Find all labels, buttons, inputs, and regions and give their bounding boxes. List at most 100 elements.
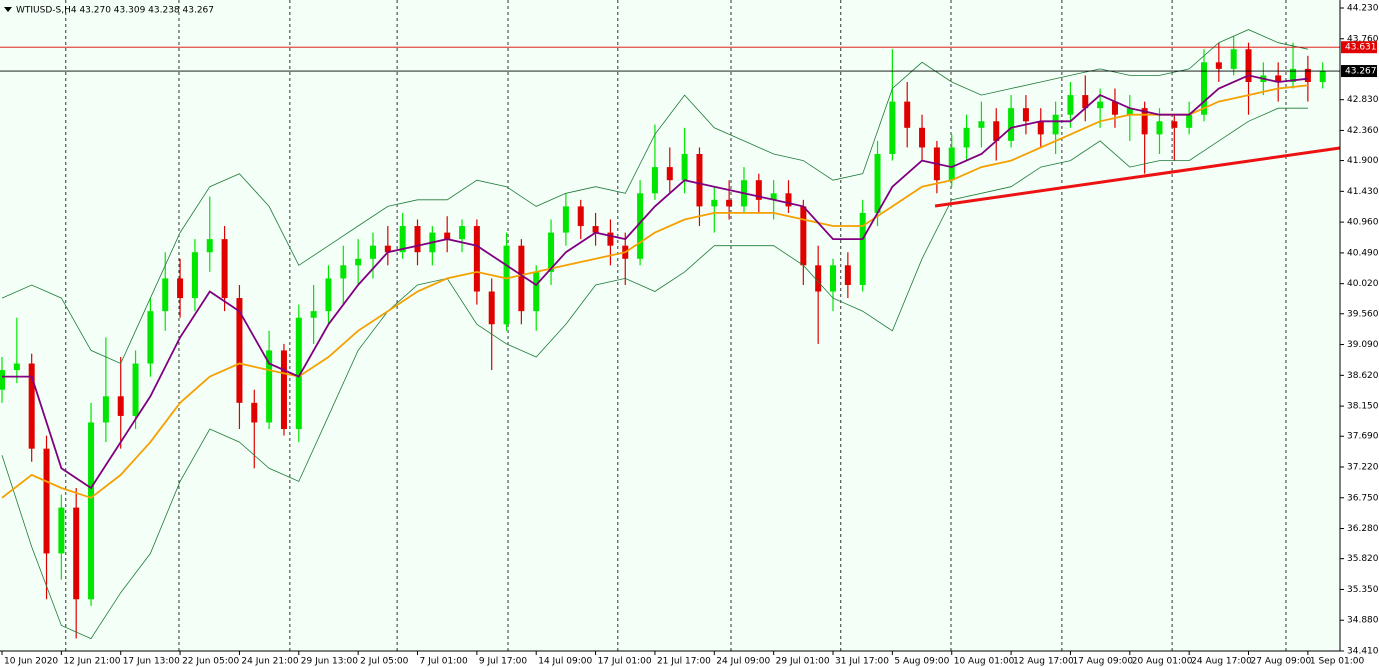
candle-body: [1082, 95, 1089, 109]
candle-body: [859, 212, 866, 285]
y-tick-label: 44.230: [1347, 3, 1379, 13]
y-tick-label: 37.690: [1347, 432, 1379, 442]
candle-body: [681, 154, 688, 181]
candle-body: [518, 245, 525, 312]
candle-body: [117, 396, 124, 416]
indicator-line: [1, 84, 1308, 499]
candle-body: [191, 252, 198, 299]
x-tick-label: 10 Aug 01:00: [954, 657, 1015, 667]
x-tick-label: 24 Jul 09:00: [716, 657, 770, 667]
candle-body: [651, 167, 658, 194]
candle-body: [607, 232, 614, 246]
candle-body: [147, 311, 154, 364]
candle-body: [459, 226, 466, 240]
candle-body: [904, 101, 911, 128]
candle-body: [993, 121, 1000, 141]
axes: 44.230 43.760 42.830 42.360 41.900 41.430 40.9…: [1, 3, 1379, 667]
x-tick-label: 22 Jun 05:00: [182, 657, 239, 667]
candle-body: [1186, 114, 1193, 128]
candle-body: [325, 278, 332, 312]
x-tick-label: 17 Jul 01:00: [598, 657, 652, 667]
candle-body: [280, 350, 287, 430]
candle-body: [1215, 62, 1222, 69]
price-label-box: [1341, 65, 1377, 78]
candle-body: [844, 265, 851, 285]
candle-body: [1067, 95, 1074, 115]
candle-body: [1141, 108, 1148, 135]
y-tick-label: 34.410: [1347, 647, 1379, 657]
trend-line: [934, 146, 1340, 208]
x-tick-label: 21 Jul 17:00: [657, 657, 711, 667]
candle-body: [43, 448, 50, 554]
price-label: 43.631: [1345, 43, 1377, 53]
candle-body: [978, 121, 985, 128]
candle-body: [770, 193, 777, 200]
x-tick-label: 27 Aug 09:00: [1251, 657, 1312, 667]
candle-body: [221, 239, 228, 299]
candle-body: [369, 245, 376, 259]
x-tick-label: 20 Aug 01:00: [1132, 657, 1193, 667]
candle-body: [488, 291, 495, 325]
candle-body: [503, 245, 510, 325]
candle-body: [1052, 114, 1059, 135]
candle-body: [785, 193, 792, 207]
y-tick-label: 40.020: [1347, 279, 1379, 289]
x-tick-label: 5 Aug 09:00: [894, 657, 949, 667]
y-tick-label: 39.090: [1347, 340, 1379, 350]
y-tick-label: 38.150: [1347, 402, 1379, 412]
candle-body: [251, 402, 258, 423]
y-tick-label: 41.430: [1347, 187, 1379, 197]
candle-body: [889, 101, 896, 155]
candle-body: [548, 232, 555, 272]
y-tick-label: 42.360: [1347, 126, 1379, 136]
candle-body: [948, 147, 955, 181]
candle-body: [473, 226, 480, 292]
candle-body: [1290, 68, 1297, 82]
candle-body: [399, 226, 406, 253]
candle-body: [414, 226, 421, 253]
candle-body: [384, 245, 391, 253]
candle-body: [206, 239, 213, 253]
candle-body: [1245, 49, 1252, 82]
candle-body: [1319, 71, 1326, 82]
x-tick-label: 9 Jul 17:00: [479, 657, 528, 667]
candle-body: [963, 127, 970, 148]
x-tick-label: 10 Jun 2020: [4, 657, 58, 667]
candle-body: [295, 317, 302, 430]
menu-triangle: [4, 7, 12, 12]
candle-body: [1097, 101, 1104, 109]
grid: [65, 0, 1287, 651]
candle-body: [592, 226, 599, 233]
candle-body: [444, 232, 451, 240]
chart-title: WTIUSD-S,H4 43.270 43.309 43.238 43.267: [16, 6, 214, 16]
candle-body: [88, 422, 95, 600]
x-tick-label: 7 Jul 01:00: [420, 657, 469, 667]
candle-body: [266, 350, 273, 423]
candle-body: [666, 167, 673, 181]
x-tick-label: 2 Jul 05:00: [360, 657, 409, 667]
candle-body: [726, 199, 733, 207]
x-tick-label: 17 Aug 09:00: [1072, 657, 1133, 667]
x-tick-label: 31 Jul 17:00: [835, 657, 889, 667]
y-tick-label: 40.490: [1347, 248, 1379, 258]
candle-body: [73, 507, 80, 600]
candle-body: [132, 363, 139, 416]
y-tick-label: 41.900: [1347, 156, 1379, 166]
x-tick-label: 17 Jun 13:00: [123, 657, 180, 667]
candle-body: [355, 258, 362, 266]
candle-body: [1304, 68, 1311, 82]
x-tick-label: 24 Aug 17:00: [1191, 657, 1252, 667]
x-tick-label: 12 Aug 17:00: [1013, 657, 1074, 667]
x-tick-label: 14 Jul 09:00: [538, 657, 592, 667]
candle-body: [696, 154, 703, 207]
candle-body: [1156, 121, 1163, 135]
candle-body: [1037, 121, 1044, 135]
candle-body: [13, 363, 20, 371]
candle-body: [28, 363, 35, 449]
y-tick-label: 36.280: [1347, 524, 1379, 534]
x-tick-label: 29 Jul 01:00: [776, 657, 830, 667]
candle-body: [1171, 121, 1178, 128]
plot-area: [0, 0, 1340, 651]
candle-body: [177, 278, 184, 299]
candle-body: [1022, 108, 1029, 122]
